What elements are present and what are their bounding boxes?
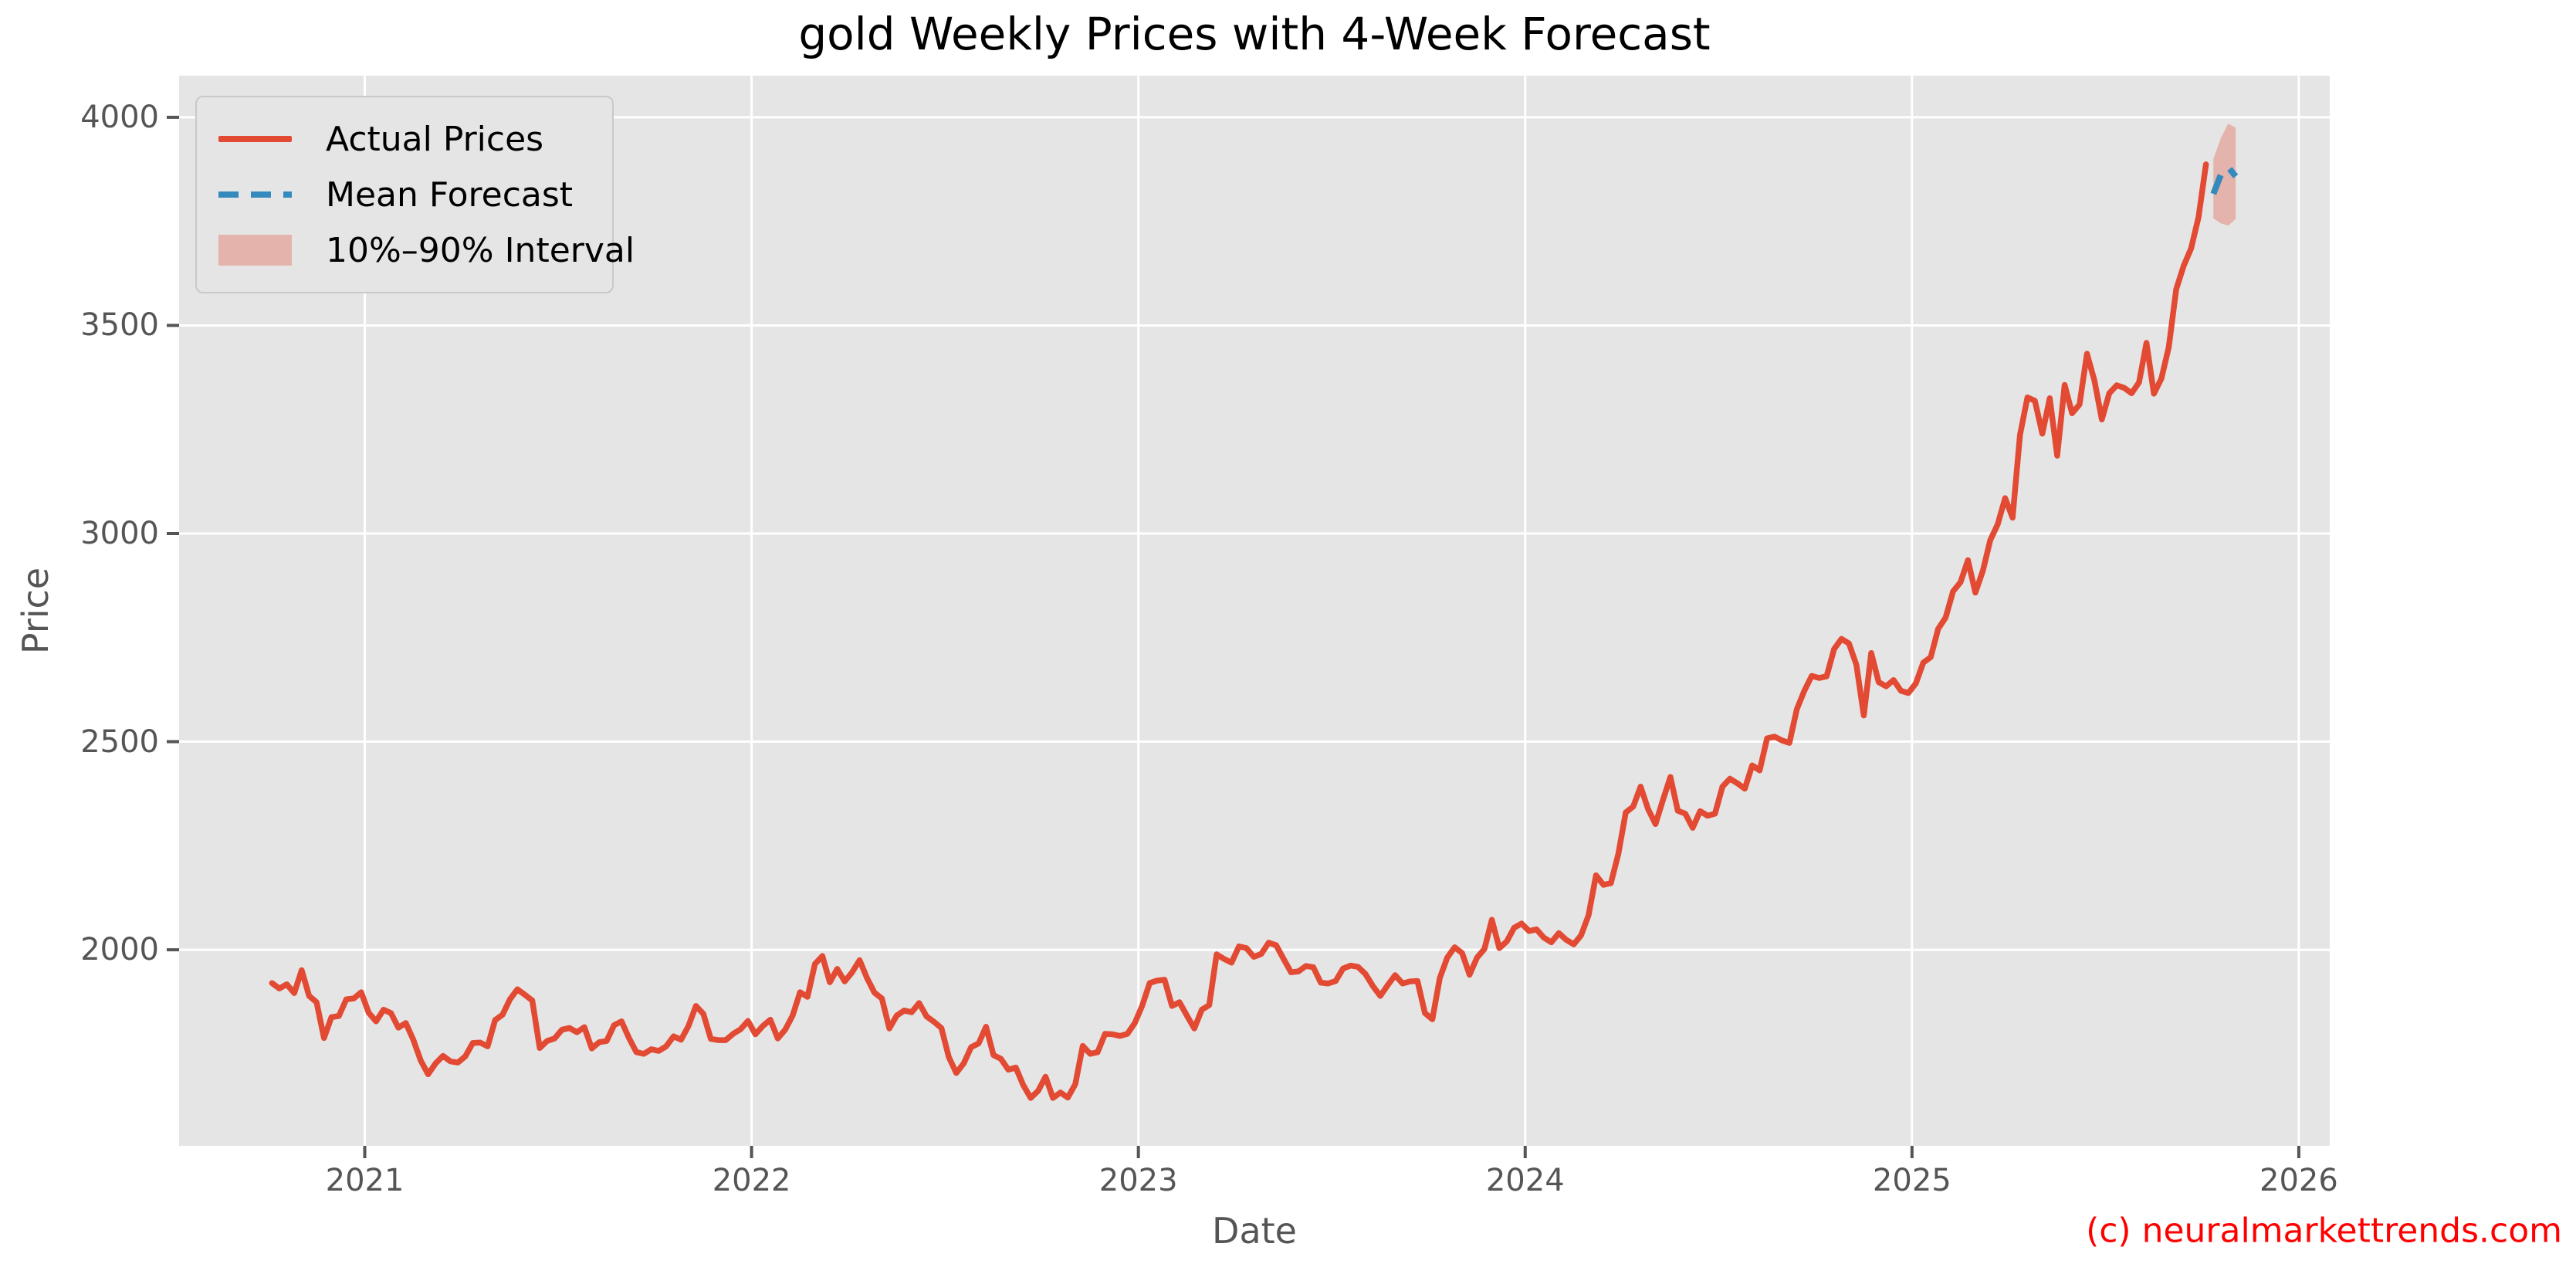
x-tick-label: 2023: [1098, 1163, 1178, 1198]
x-tick-label: 2022: [712, 1163, 791, 1198]
x-tick-label: 2025: [1872, 1163, 1951, 1198]
y-tick-label: 4000: [80, 99, 159, 135]
x-tick-label: 2021: [325, 1163, 405, 1198]
actual-line-swatch-icon: [218, 136, 292, 142]
x-tick-label: 2026: [2260, 1163, 2338, 1198]
legend-label-interval: 10%–90% Interval: [326, 230, 635, 270]
y-tick-label: 2500: [80, 723, 159, 760]
watermark-link: (c) neuralmarkettrends.com: [2086, 1211, 2562, 1251]
x-axis-label: Date: [1212, 1210, 1297, 1252]
forecast-dashed-line-swatch-icon: [218, 191, 292, 198]
y-tick-label: 3500: [80, 307, 159, 344]
actual-prices-line: [269, 161, 2209, 1101]
y-axis-label: Price: [15, 567, 56, 655]
legend-item-actual: Actual Prices: [218, 111, 591, 167]
interval-patch-swatch-icon: [218, 235, 292, 266]
x-tick-label: 2024: [1485, 1163, 1565, 1198]
legend-label-actual: Actual Prices: [326, 119, 544, 159]
legend-label-forecast: Mean Forecast: [326, 174, 574, 215]
legend-item-interval: 10%–90% Interval: [218, 222, 635, 278]
mean-forecast-line: [2210, 164, 2239, 195]
chart-title: gold Weekly Prices with 4-Week Forecast: [798, 8, 1711, 60]
legend-item-forecast: Mean Forecast: [218, 167, 591, 222]
legend: Actual Prices Mean Forecast 10%–90% Inte…: [195, 96, 635, 293]
forecast-interval-band: [2213, 123, 2236, 226]
y-tick-label: 3000: [80, 515, 159, 551]
y-tick-label: 2000: [80, 932, 159, 968]
